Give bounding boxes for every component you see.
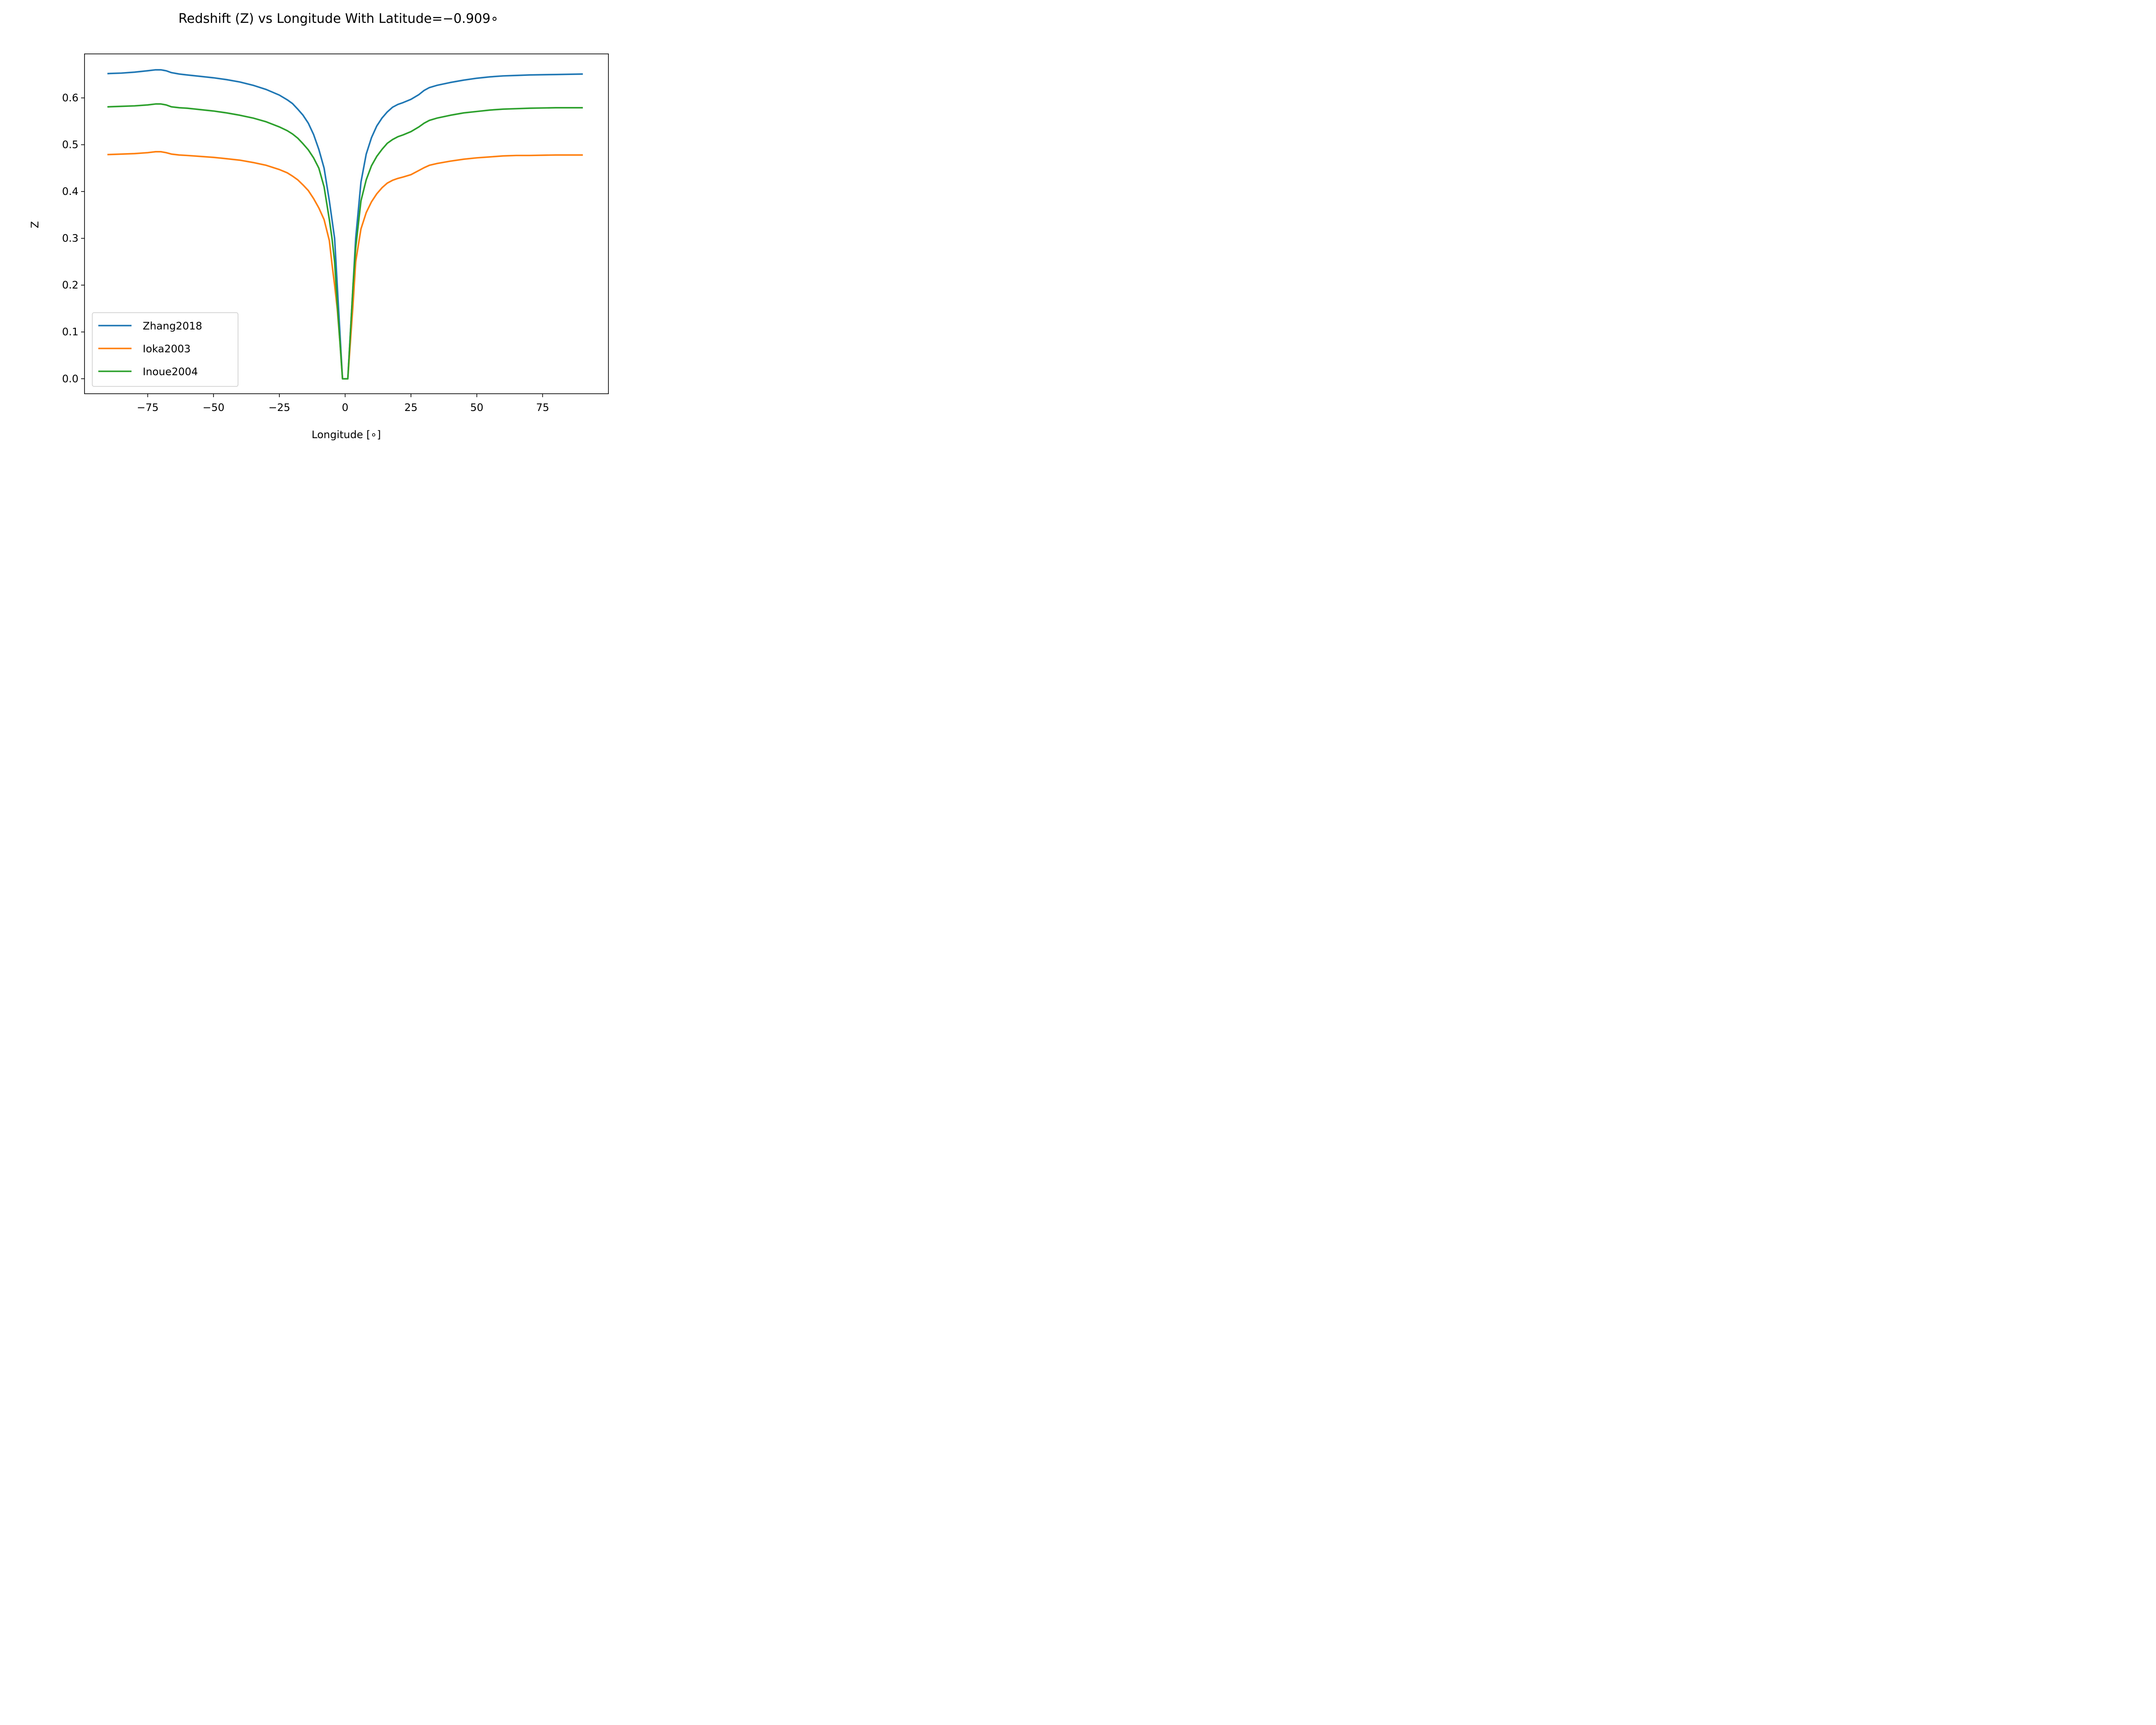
series-line-inoue2004 <box>107 103 583 380</box>
x-tick-label: 0 <box>342 401 348 414</box>
legend-label-ioka2003: Ioka2003 <box>143 343 191 355</box>
y-tick-label: 0.0 <box>62 373 78 385</box>
x-axis: −75 −50 −25 0 25 50 75 <box>137 394 549 414</box>
y-axis-label: Z <box>29 221 41 228</box>
y-tick-label: 0.2 <box>62 279 78 291</box>
chart-title: Redshift (Z) vs Longitude With Latitude=… <box>179 11 499 26</box>
x-tick-label: −75 <box>137 401 159 414</box>
y-tick-label: 0.6 <box>62 92 78 104</box>
legend-label-inoue2004: Inoue2004 <box>143 366 198 378</box>
y-tick-label: 0.5 <box>62 139 78 151</box>
x-tick-label: 50 <box>470 401 483 414</box>
x-tick-label: −50 <box>203 401 225 414</box>
series-layer <box>107 69 583 380</box>
legend: Zhang2018 Ioka2003 Inoue2004 <box>92 312 238 387</box>
chart: Redshift (Z) vs Longitude With Latitude=… <box>0 0 666 444</box>
legend-label-zhang2018: Zhang2018 <box>143 320 202 332</box>
x-tick-label: 25 <box>404 401 418 414</box>
y-tick-label: 0.3 <box>62 232 78 245</box>
x-axis-label: Longitude [∘] <box>312 429 381 441</box>
plot-frame <box>84 53 609 394</box>
x-tick-label: −25 <box>268 401 290 414</box>
y-tick-label: 0.1 <box>62 326 78 338</box>
legend-box <box>92 312 238 387</box>
y-axis: 0.0 0.1 0.2 0.3 0.4 0.5 0.6 <box>62 92 85 385</box>
x-tick-label: 75 <box>536 401 549 414</box>
y-tick-label: 0.4 <box>62 185 78 198</box>
